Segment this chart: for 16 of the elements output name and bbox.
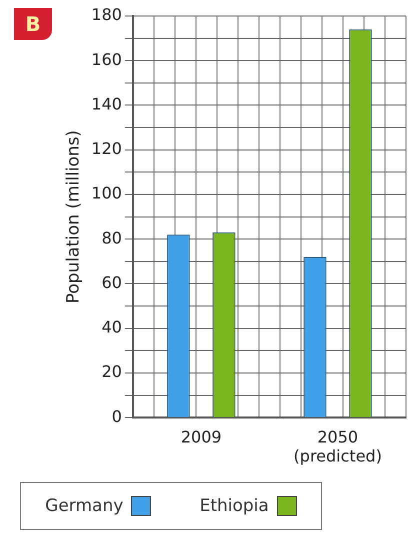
y-tick-label: 100 [91, 184, 122, 203]
y-tick-label: 20 [102, 362, 122, 382]
y-axis-title: Population (millions) [64, 130, 84, 304]
y-tick-label: 80 [102, 228, 122, 248]
y-tick-label: 180 [91, 5, 122, 24]
text: B [14, 8, 52, 40]
y-tick-label: 40 [102, 318, 122, 337]
legend-label: Germany [45, 496, 124, 516]
y-tick-label: 0 [112, 406, 122, 426]
x-tick-label: 2009 [180, 427, 222, 446]
y-tick-label: 120 [91, 139, 122, 158]
legend-label: Ethiopia [200, 496, 269, 516]
x-tick-label: 2050 (predicted) [294, 427, 382, 466]
y-tick-label: 60 [102, 272, 122, 292]
y-tick-label: 160 [91, 50, 122, 69]
y-tick-label: 140 [91, 94, 122, 114]
